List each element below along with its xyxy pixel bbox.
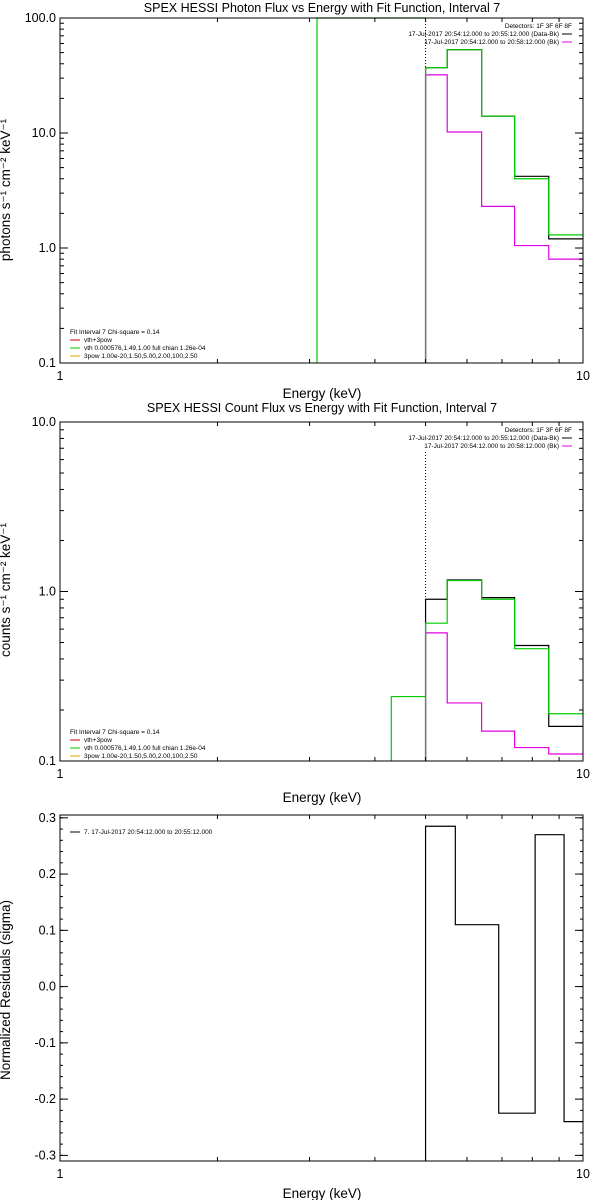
count-x-axis-label: Energy (keV) — [283, 790, 362, 805]
count-y-tick-labels: 0.1 1.0 10.0 — [32, 415, 56, 768]
photon-series-model — [424, 49, 583, 363]
photon-fit-header: Fit Interval 7 Chi-square = 0.14 — [70, 329, 160, 336]
photon-data-layer — [316, 17, 583, 363]
photon-fit-vth: vth 0.000576,1.49,1.00 full chian 1.26e-… — [84, 345, 206, 352]
photon-x-tick-label: 1 — [57, 369, 64, 383]
count-y-axis-label: counts s⁻¹ cm⁻² keV⁻¹ — [0, 523, 13, 657]
count-detectors-text: Detectors: 1F 3F 6F 8F — [505, 427, 572, 434]
photon-chart-title: SPEX HESSI Photon Flux vs Energy with Fi… — [144, 1, 500, 15]
photon-y-tick-label: 0.1 — [39, 356, 56, 370]
count-y-tick-label: 0.1 — [39, 754, 56, 768]
photon-y-tick-label: 10.0 — [32, 126, 56, 140]
count-bk-interval-text: 17-Jul-2017 20:54:12.000 to 20:58:12.000… — [424, 443, 559, 450]
residuals-x-tick-label: 10 — [576, 1167, 590, 1181]
residuals-y-axis-label: Normalized Residuals (sigma) — [0, 900, 13, 1080]
photon-flux-panel: SPEX HESSI Photon Flux vs Energy with Fi… — [0, 1, 590, 401]
count-series-model — [424, 579, 583, 761]
photon-y-tick-labels: 0.1 1.0 10.0 100.0 — [25, 11, 56, 370]
residuals-legend-text: 7. 17-Jul-2017 20:54:12.000 to 20:55:12.… — [84, 829, 213, 836]
count-fit-vth: vth 0.000576,1.49,1.00 full chian 1.26e-… — [84, 745, 206, 752]
count-detector-info: Detectors: 1F 3F 6F 8F 17-Jul-2017 20:54… — [408, 427, 572, 450]
residuals-x-axis-label: Energy (keV) — [283, 1186, 362, 1200]
photon-y-tick-label: 100.0 — [25, 11, 56, 25]
count-plot-frame — [59, 421, 584, 762]
residuals-y-tick-label: 0.1 — [39, 923, 56, 937]
count-x-tick-labels: 1 10 — [57, 767, 590, 781]
photon-detectors-text: Detectors: 1F 3F 6F 8F — [505, 23, 572, 30]
count-series-background — [424, 632, 583, 761]
count-chart-title: SPEX HESSI Count Flux vs Energy with Fit… — [147, 401, 497, 415]
count-tick-marks — [59, 421, 584, 762]
count-series-data — [424, 579, 583, 761]
count-x-tick-label: 10 — [576, 767, 590, 781]
residuals-tick-marks — [59, 815, 584, 1161]
residuals-y-tick-labels: -0.3 -0.2 -0.1 0.0 0.1 0.2 0.3 — [34, 811, 56, 1163]
residuals-panel: Energy (keV) Normalized Residuals (sigma… — [0, 811, 590, 1200]
count-data-interval-text: 17-Jul-2017 20:54:12.000 to 20:55:12.000… — [408, 435, 559, 442]
photon-x-tick-labels: 1 10 — [57, 369, 590, 383]
residuals-y-tick-label: -0.3 — [34, 1148, 56, 1162]
residuals-y-tick-label: -0.2 — [34, 1092, 56, 1106]
count-y-tick-label: 1.0 — [39, 585, 56, 599]
count-fit-legend: Fit Interval 7 Chi-square = 0.14 vth+3po… — [70, 729, 206, 760]
count-x-tick-label: 1 — [57, 767, 64, 781]
photon-fit-legend: Fit Interval 7 Chi-square = 0.14 vth+3po… — [70, 329, 206, 360]
count-flux-panel: SPEX HESSI Count Flux vs Energy with Fit… — [0, 401, 590, 805]
count-fit-model: vth+3pow — [84, 737, 112, 744]
photon-series-background — [424, 74, 583, 363]
photon-x-tick-label: 10 — [576, 369, 590, 383]
residuals-y-tick-label: 0.0 — [39, 980, 56, 994]
residuals-x-tick-label: 1 — [57, 1167, 64, 1181]
residuals-x-tick-labels: 1 10 — [57, 1167, 590, 1181]
count-data-layer — [390, 452, 583, 761]
photon-x-axis-label: Energy (keV) — [283, 386, 362, 401]
count-fit-header: Fit Interval 7 Chi-square = 0.14 — [70, 729, 160, 736]
photon-model-lowE-trace — [316, 17, 426, 363]
residuals-legend: 7. 17-Jul-2017 20:54:12.000 to 20:55:12.… — [70, 829, 213, 836]
residuals-series — [424, 825, 583, 1161]
photon-y-axis-label: photons s⁻¹ cm⁻² keV⁻¹ — [0, 118, 13, 261]
photon-tick-marks — [59, 17, 584, 364]
photon-detector-info: Detectors: 1F 3F 6F 8F 17-Jul-2017 20:54… — [408, 23, 572, 46]
photon-fit-model: vth+3pow — [84, 337, 112, 344]
residuals-plot-frame — [59, 814, 584, 1162]
count-model-lowE-trace — [390, 695, 426, 761]
count-fit-3pow: 3pow 1.00e-20,1.50,5.00,2.00,100,2.50 — [84, 753, 198, 760]
photon-data-interval-text: 17-Jul-2017 20:54:12.000 to 20:55:12.000… — [408, 31, 559, 38]
count-y-tick-label: 10.0 — [32, 415, 56, 429]
photon-bk-interval-text: 17-Jul-2017 20:54:12.000 to 20:58:12.000… — [424, 39, 559, 46]
residuals-y-tick-label: 0.3 — [39, 811, 56, 825]
residuals-data-layer — [424, 825, 583, 1161]
photon-plot-frame — [59, 17, 584, 364]
residuals-y-tick-label: 0.2 — [39, 867, 56, 881]
photon-y-tick-label: 1.0 — [39, 241, 56, 255]
photon-fit-3pow: 3pow 1.00e-20,1.50,5.00,2.00,100,2.50 — [84, 353, 198, 360]
residuals-y-tick-label: -0.1 — [34, 1036, 56, 1050]
